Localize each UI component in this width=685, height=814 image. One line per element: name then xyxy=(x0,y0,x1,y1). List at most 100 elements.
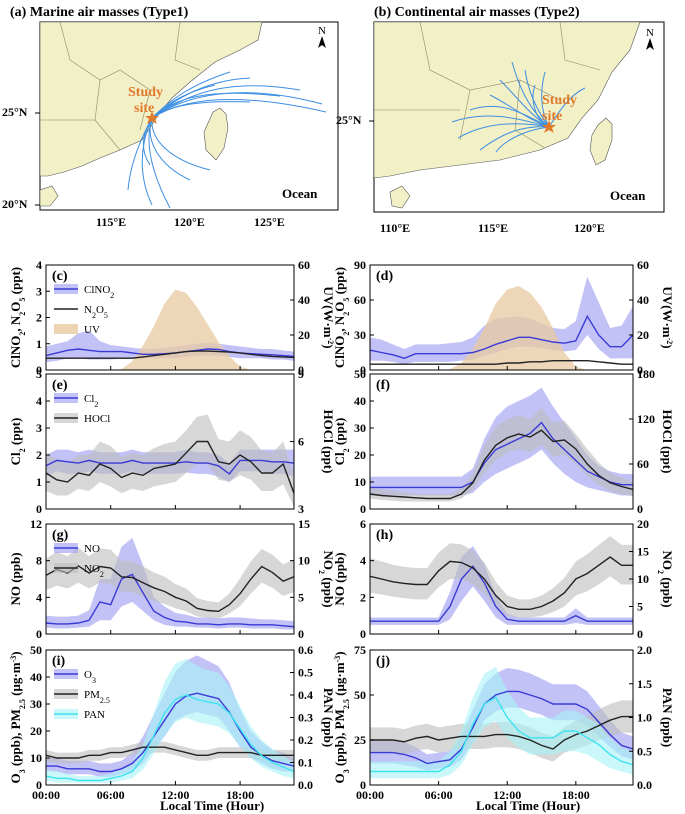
xaxis-title-right: Local Time (Hour) xyxy=(476,798,580,813)
ytick-left-label: 5 xyxy=(36,367,42,381)
band-PAN xyxy=(370,666,633,779)
chart-i: 0 10 20 30 40 50 0.0 0.1 0.2 0.3 0.4 0.5 0.6 00:00 06:… xyxy=(8,643,336,802)
line-Cl2 xyxy=(46,459,294,475)
ytick-right-label: 180 xyxy=(637,367,655,381)
ytick-left-label: 50 xyxy=(354,688,366,702)
chart-j: 0 25 50 75 0.0 0.5 1.0 1.5 2.0 00:00 06:00 12:00 18:… xyxy=(332,643,675,802)
ytick-left-label: 20 xyxy=(354,448,366,462)
line-O3 xyxy=(370,690,633,765)
xtick-label: 12:00 xyxy=(161,788,189,802)
line-ClNO2 xyxy=(370,314,633,360)
chart-e: 0 1 2 3 4 5 3 6 9 Cl2 (ppt) HOCl (ppt) (e) Cl2 HOCl xyxy=(8,367,336,516)
band-NO xyxy=(46,537,294,630)
ytick-left-label: 0 xyxy=(36,502,42,516)
ytick-right-label: 20 xyxy=(298,328,310,342)
plot-area xyxy=(46,537,294,630)
ytick-right-label: 0 xyxy=(298,363,304,377)
uv-area xyxy=(370,286,633,370)
map-a-site-star xyxy=(145,111,159,124)
ytick-left-label: 25 xyxy=(354,733,366,747)
line-N2O5 xyxy=(46,350,294,359)
ytick-right-label: 0.5 xyxy=(298,666,313,680)
map-a-north-label: N xyxy=(318,25,326,37)
ytick-left-label: 50 xyxy=(354,367,366,381)
ylabel-right: HOCl (ppt) xyxy=(660,410,675,474)
ytick-left-label: 1 xyxy=(36,337,42,351)
ytick-right-label: 15 xyxy=(298,517,310,531)
ylabel-right: PAN (ppb) xyxy=(321,688,336,747)
map-a: (a) Marine air masses (Type1) xyxy=(2,5,339,229)
ylabel-left: Cl2 (ppt) xyxy=(8,418,27,466)
ytick-right-label: 60 xyxy=(637,258,649,272)
ylabel-left: O3 (ppb), PM2.5 (μg·m-3) xyxy=(332,651,351,783)
line-NO2 xyxy=(370,556,633,610)
ylabel-right: UV(W·m-2) xyxy=(321,286,336,348)
ytick-left-label: 10 xyxy=(30,751,42,765)
legend-swatch xyxy=(54,324,78,334)
ytick-right-label: 9 xyxy=(298,367,304,381)
legend-label: O3 xyxy=(84,669,96,685)
panel-letter: (f) xyxy=(376,378,390,393)
legend-label: PAN xyxy=(84,709,105,721)
ytick-right-label: 0.3 xyxy=(298,711,313,725)
ytick-right-label: 6 xyxy=(298,435,304,449)
ylabel-left: ClNO2, N2O5 (ppt) xyxy=(8,267,27,368)
ytick-left-label: 30 xyxy=(30,697,42,711)
map-b-title: (b) Continental air masses (Type2) xyxy=(374,5,580,20)
map-b-hainan xyxy=(389,185,411,209)
legend-label: Cl2 xyxy=(84,393,98,409)
panel-letter: (i) xyxy=(52,654,66,669)
ytick-left-label: 0 xyxy=(360,778,366,792)
ytick-left-label: 2 xyxy=(360,590,366,604)
ytick-left-label: 0 xyxy=(360,363,366,377)
ylabel-left: Cl2 (ppt) xyxy=(332,418,351,466)
ytick-right-label: 40 xyxy=(298,293,310,307)
ytick-right-label: 1.5 xyxy=(637,677,652,691)
ytick-left-label: 2 xyxy=(36,448,42,462)
ylabel-right: HOCl (ppt) xyxy=(321,410,336,474)
plot-area xyxy=(370,536,633,625)
xtick-label: 18:00 xyxy=(562,788,590,802)
legend-label: HOCl xyxy=(84,413,110,425)
ytick-left-label: 75 xyxy=(354,643,366,657)
legend-label: NO xyxy=(84,543,100,555)
ytick-left-label: 30 xyxy=(354,421,366,435)
ytick-left-label: 0 xyxy=(36,363,42,377)
ytick-right-label: 0.0 xyxy=(637,778,652,792)
map-b-taiwan xyxy=(589,117,613,166)
ytick-left-label: 0 xyxy=(360,627,366,641)
ytick-right-label: 0 xyxy=(637,502,643,516)
line-NO xyxy=(46,573,294,628)
map-a-title: (a) Marine air masses (Type1) xyxy=(10,5,189,20)
map-a-north-arrow: N xyxy=(318,25,326,48)
panel-letter: (h) xyxy=(376,528,393,543)
map-a-xtick-2: 125°E xyxy=(254,215,285,229)
ytick-right-label: 0.5 xyxy=(637,744,652,758)
map-b-trajectories xyxy=(451,61,586,153)
ytick-left-label: 4 xyxy=(360,554,366,568)
ytick-left-label: 40 xyxy=(354,394,366,408)
legend-label: N2O5 xyxy=(84,304,108,320)
line-N2O5 xyxy=(370,360,633,365)
band-PAN xyxy=(46,659,294,783)
ytick-left-label: 90 xyxy=(354,258,366,272)
ytick-right-label: 0.4 xyxy=(298,688,313,702)
ytick-right-label: 10 xyxy=(637,572,649,586)
ytick-right-label: 40 xyxy=(637,293,649,307)
ytick-right-label: 5 xyxy=(637,600,643,614)
ylabel-right: NO2 (ppb) xyxy=(318,550,337,607)
map-a-site-label-1: Study xyxy=(128,85,163,100)
ytick-left-label: 1 xyxy=(36,475,42,489)
map-a-borders xyxy=(40,22,201,151)
chart-g: 0 4 8 12 0 5 10 15 NO (ppb) NO2 (ppb) (g) NO NO2 xyxy=(8,517,336,641)
ylabel-right: UV(W·m-2) xyxy=(660,286,675,348)
panel-letter: (e) xyxy=(52,378,68,393)
ytick-left-label: 6 xyxy=(360,517,366,531)
ytick-left-label: 40 xyxy=(30,670,42,684)
ytick-left-label: 30 xyxy=(354,328,366,342)
band-ClNO2 xyxy=(46,330,294,363)
map-a-hainan xyxy=(40,185,59,207)
ytick-left-label: 4 xyxy=(36,394,42,408)
